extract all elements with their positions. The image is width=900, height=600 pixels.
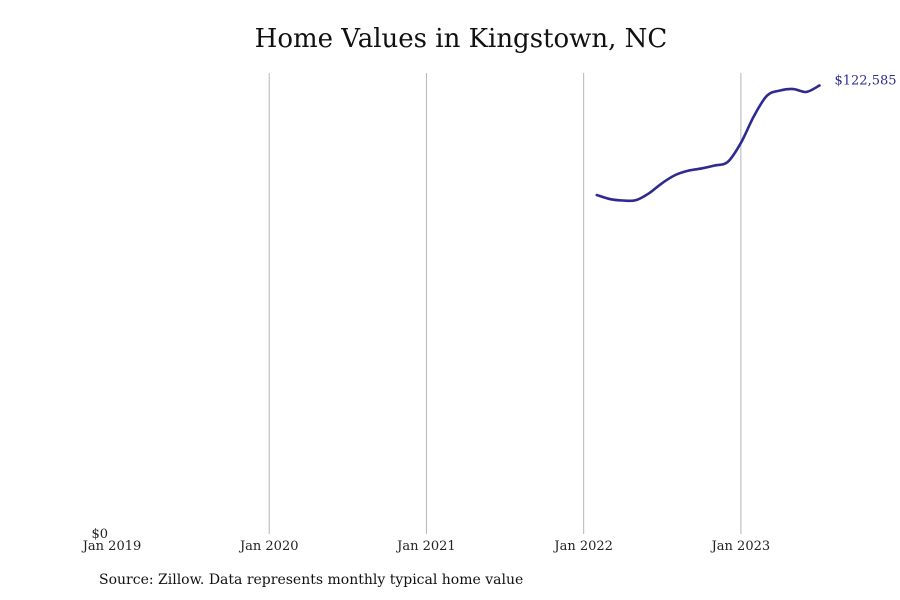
end-value-label: $122,585	[834, 73, 896, 88]
x-axis-ticks: Jan 2019 Jan 2020 Jan 2021 Jan 2022 Jan 2023	[81, 539, 770, 554]
chart-title: Home Values in Kingstown, NC	[254, 24, 668, 54]
x-tick-label: Jan 2021	[395, 539, 456, 554]
x-tick-label: Jan 2023	[710, 539, 771, 554]
grid-lines	[268, 73, 742, 534]
source-note: Source: Zillow. Data represents monthly …	[99, 572, 524, 588]
y-tick-label: $0	[91, 527, 108, 542]
label-layer: $122,585	[834, 73, 896, 88]
series-line-0	[595, 84, 821, 203]
series-layer	[595, 84, 821, 203]
x-tick-label: Jan 2020	[238, 539, 299, 554]
x-tick-label: Jan 2022	[552, 539, 613, 554]
x-tick-label: Jan 2019	[81, 539, 142, 554]
y-axis-ticks: $0	[91, 527, 108, 542]
